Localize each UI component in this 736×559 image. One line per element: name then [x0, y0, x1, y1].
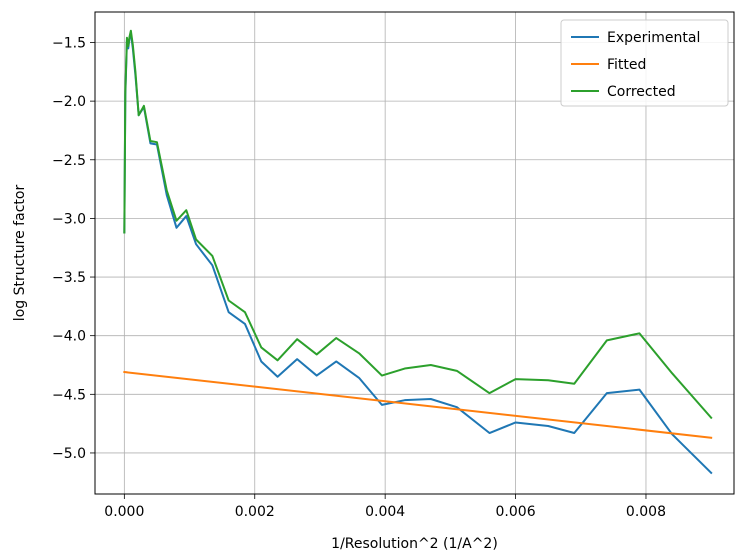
series-line-corrected [123, 29, 713, 420]
legend-label-fitted: Fitted [607, 57, 646, 73]
legend: Experimental Fitted Corrected [560, 19, 729, 107]
y-tick-label: −2.5 [52, 153, 86, 169]
series-line-fitted [123, 370, 713, 439]
y-axis-label: log Structure factor [12, 185, 28, 322]
legend-box [560, 19, 729, 107]
x-tick-label: 0.008 [626, 504, 666, 520]
x-axis-label: 1/Resolution^2 (1/A^2) [331, 536, 498, 552]
x-tick-label: 0.006 [496, 504, 536, 520]
y-tick-label: −3.5 [52, 270, 86, 286]
x-tick-label: 0.004 [365, 504, 405, 520]
x-tick-label: 0.000 [104, 504, 144, 520]
legend-label-corrected: Corrected [607, 84, 676, 100]
y-tick-label: −3.0 [52, 211, 86, 227]
y-tick-label: −1.5 [52, 35, 86, 51]
y-tick-label: −4.0 [52, 329, 86, 345]
y-tick-label: −5.0 [52, 446, 86, 462]
x-tick-label: 0.002 [235, 504, 275, 520]
y-tick-label: −2.0 [52, 94, 86, 110]
ticks-layer: 0.000 0.002 0.004 0.006 0.008 −1.5 −2.0 −2.5 −3.… [52, 35, 666, 520]
legend-label-experimental: Experimental [607, 30, 700, 46]
series-layer [123, 29, 713, 475]
axes-frame [94, 11, 735, 495]
y-tick-label: −4.5 [52, 387, 86, 403]
